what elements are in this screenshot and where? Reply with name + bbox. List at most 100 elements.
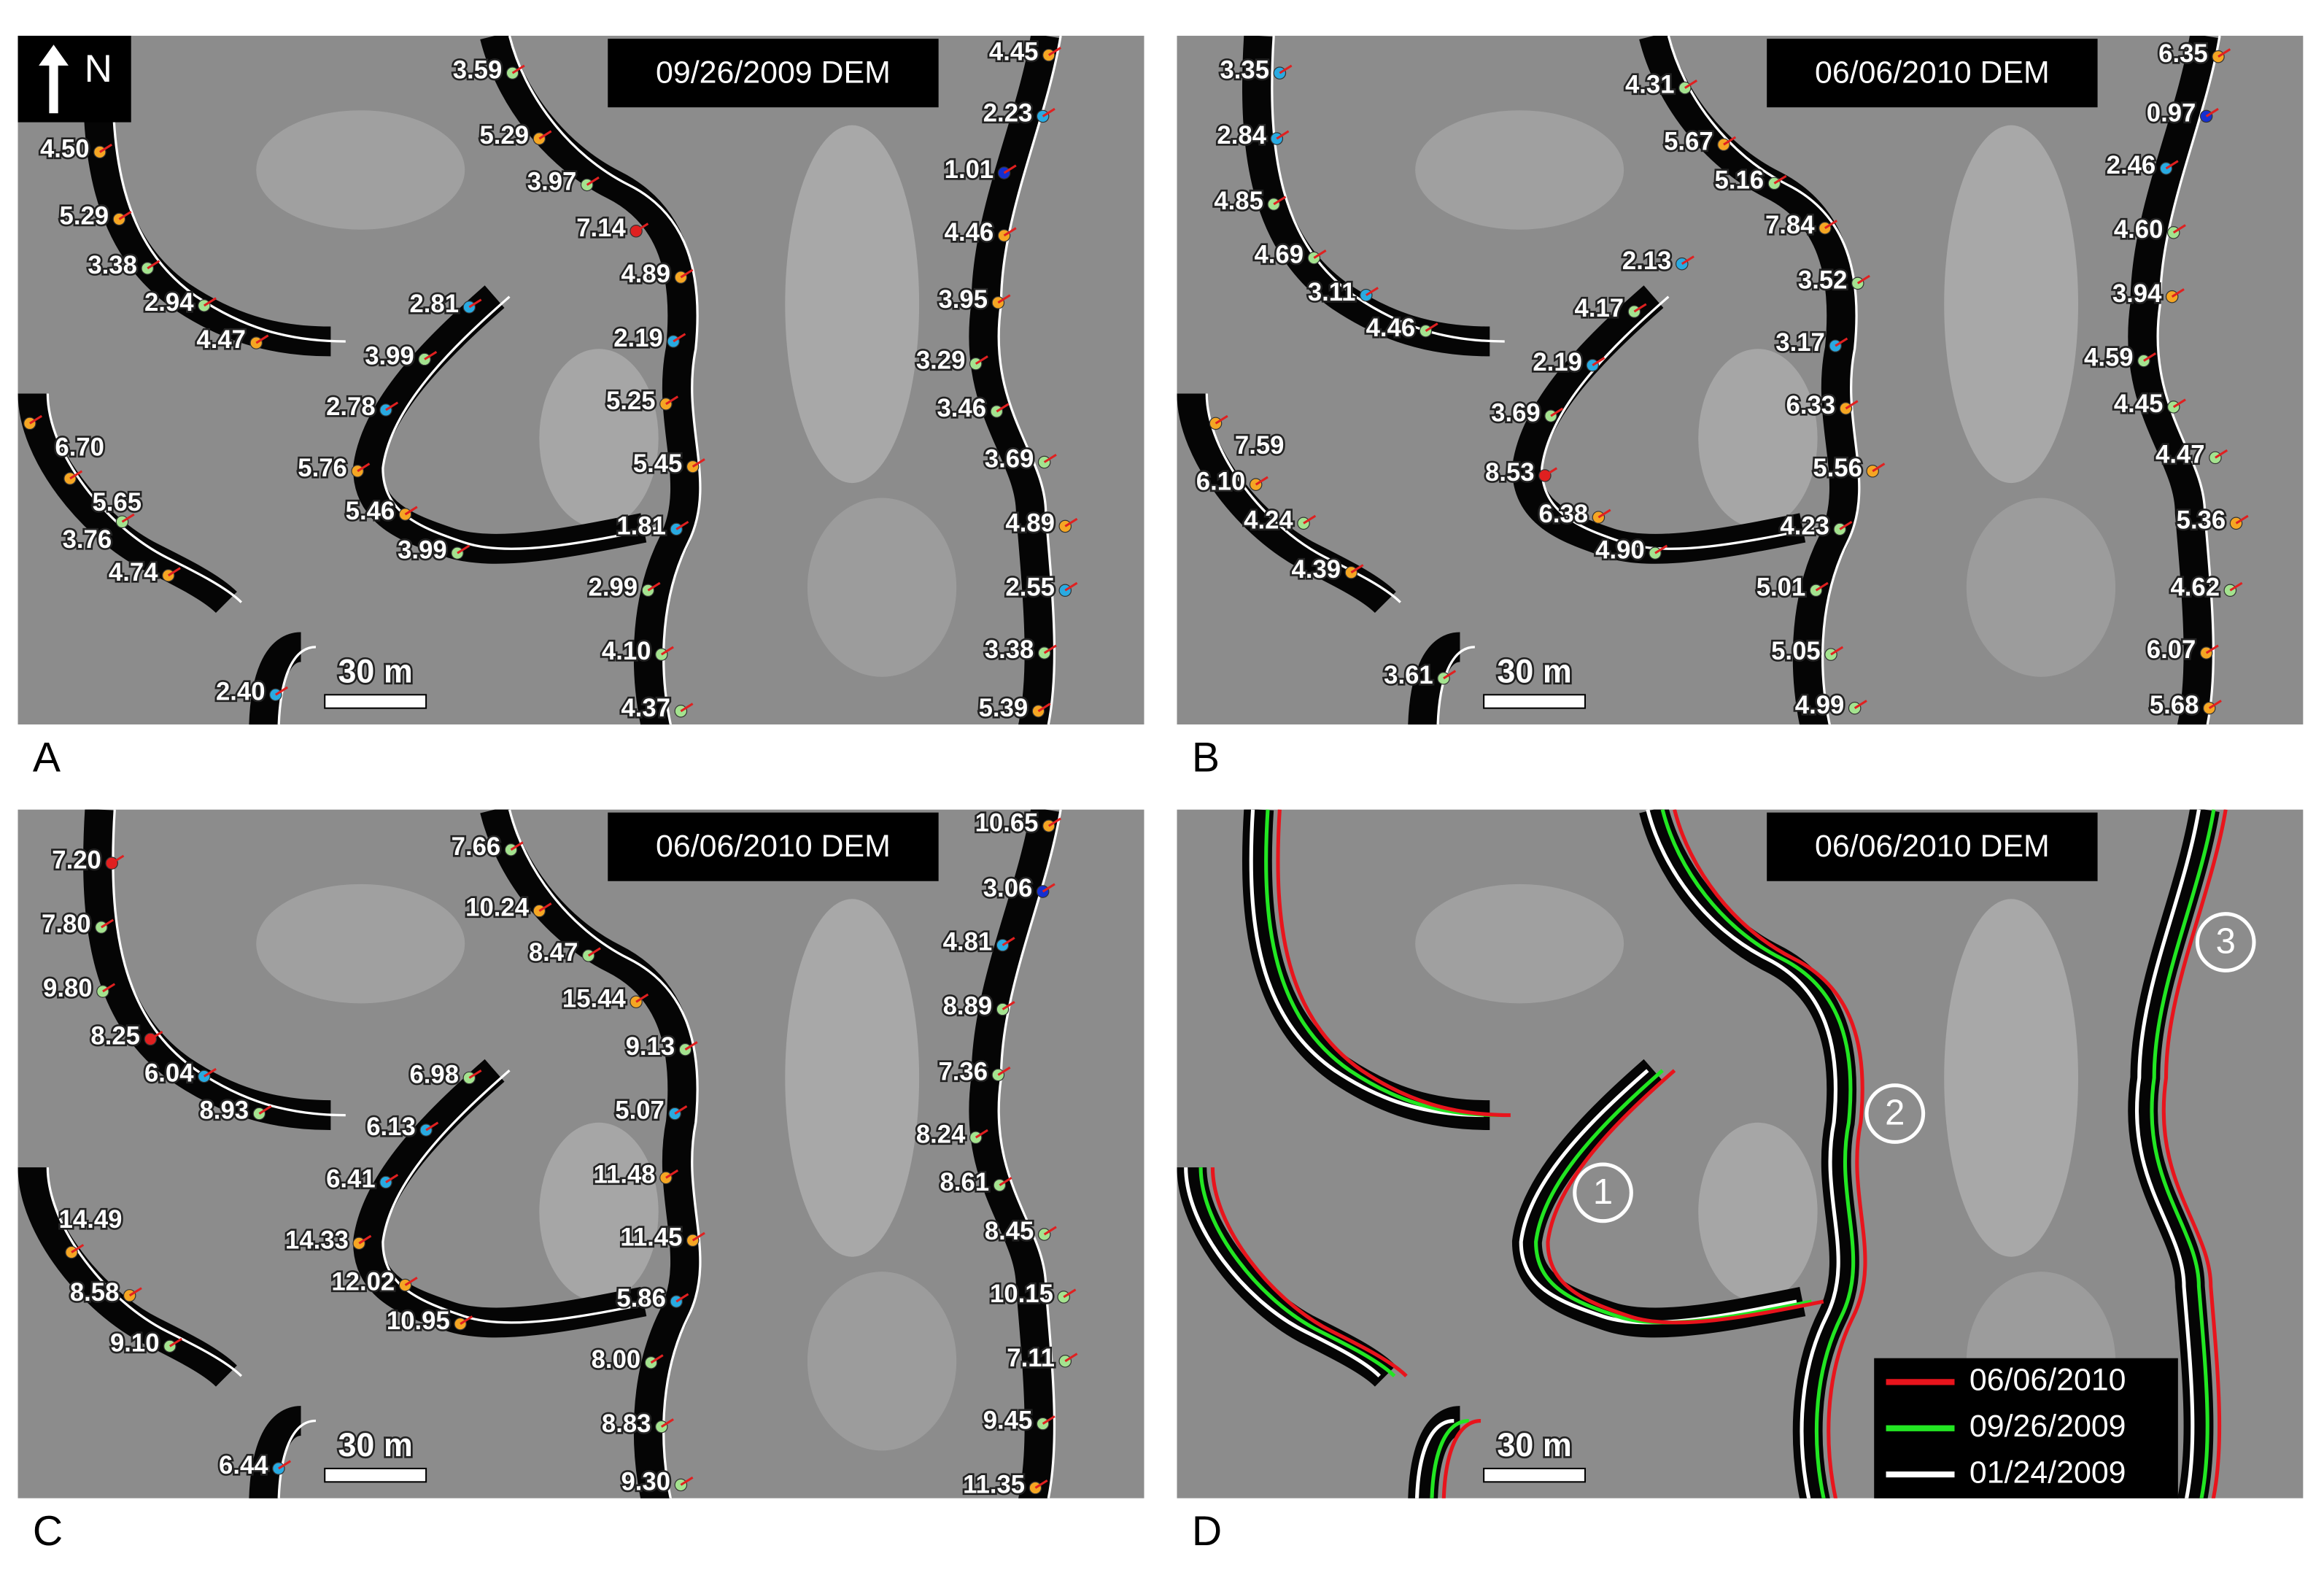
retreat-tick xyxy=(1047,47,1061,56)
retreat-tick xyxy=(1592,357,1606,366)
retreat-tick xyxy=(996,403,1010,413)
retreat-label: 6.10 xyxy=(1196,468,1246,495)
bank-line xyxy=(46,1167,243,1377)
retreat-label: 3.69 xyxy=(985,446,1034,473)
retreat-label: 2.94 xyxy=(144,289,194,317)
retreat-label: 4.47 xyxy=(2155,441,2205,468)
retreat-tick xyxy=(1845,400,1859,410)
retreat-tick xyxy=(468,1069,482,1079)
retreat-tick xyxy=(975,1129,988,1139)
retreat-tick xyxy=(147,260,160,270)
sample-dot xyxy=(1273,66,1287,80)
retreat-label: 6.33 xyxy=(1786,392,1836,419)
bank-line xyxy=(997,36,1062,725)
retreat-label: 9.10 xyxy=(110,1329,160,1357)
retreat-tick xyxy=(1255,476,1268,486)
retreat-tick xyxy=(457,544,470,554)
retreat-tick xyxy=(1063,1288,1077,1299)
bank-line xyxy=(277,1419,317,1498)
north-box xyxy=(18,36,131,123)
retreat-tick xyxy=(1815,581,1829,592)
retreat-tick xyxy=(121,513,135,523)
bank-line xyxy=(2150,809,2216,1498)
dem-panel: 06/06/2010 DEM 30 m xyxy=(18,809,1144,1498)
retreat-tick xyxy=(278,1460,292,1470)
retreat-tick xyxy=(1043,1226,1057,1236)
retreat-label: 3.17 xyxy=(1775,329,1825,357)
scale-bar xyxy=(1483,1467,1587,1483)
ridge xyxy=(1966,498,2116,677)
retreat-label: 11.35 xyxy=(963,1471,1025,1499)
retreat-label: 4.39 xyxy=(1292,556,1341,584)
retreat-tick xyxy=(1003,164,1017,174)
bank-line xyxy=(46,393,243,603)
retreat-tick xyxy=(650,1354,664,1364)
retreat-tick xyxy=(1037,703,1051,713)
ridge xyxy=(785,125,920,484)
bank-line xyxy=(2134,809,2201,1498)
retreat-tick xyxy=(674,1105,688,1115)
sample-dot xyxy=(506,66,519,80)
retreat-tick xyxy=(275,686,288,696)
ridge xyxy=(1944,899,2079,1257)
retreat-tick xyxy=(1043,453,1057,463)
channel xyxy=(2128,809,2220,1498)
retreat-tick xyxy=(1684,80,1698,89)
sample-dot xyxy=(96,985,109,998)
retreat-tick xyxy=(111,854,125,865)
panel-letter: C xyxy=(33,1508,63,1555)
retreat-tick xyxy=(692,1231,705,1242)
panel-letter: D xyxy=(1192,1508,1222,1555)
bank-line xyxy=(1667,36,1861,725)
scale-bar-label: 30 m xyxy=(1497,653,1571,690)
channel xyxy=(2128,36,2220,725)
retreat-label: 6.41 xyxy=(326,1166,376,1194)
sample-dot xyxy=(1818,221,1832,235)
ridge xyxy=(807,498,957,677)
retreat-label: 2.46 xyxy=(2107,152,2156,179)
retreat-tick xyxy=(1002,937,1015,946)
retreat-tick xyxy=(385,1174,399,1183)
legend-label: 01/24/2009 xyxy=(1969,1455,2126,1490)
retreat-label: 7.20 xyxy=(52,846,101,874)
retreat-tick xyxy=(150,1030,163,1040)
retreat-tick xyxy=(1681,255,1694,266)
bank-line xyxy=(508,809,702,1498)
dem-label: 09/26/2009 DEM xyxy=(656,55,891,90)
bank-line xyxy=(1276,809,1511,1118)
ridge xyxy=(807,1272,957,1451)
retreat-label: 3.35 xyxy=(1220,56,1269,84)
retreat-label: 11.45 xyxy=(620,1223,682,1251)
retreat-tick xyxy=(660,1418,674,1428)
sample-dot xyxy=(1249,478,1263,491)
retreat-tick xyxy=(1043,644,1057,654)
retreat-tick xyxy=(2215,449,2228,459)
retreat-tick xyxy=(1042,1415,1056,1425)
retreat-tick xyxy=(69,470,83,480)
retreat-tick xyxy=(1047,817,1061,827)
retreat-tick xyxy=(2143,352,2157,362)
retreat-label: 4.46 xyxy=(945,219,994,247)
ridge xyxy=(256,110,465,230)
retreat-tick xyxy=(1425,322,1438,332)
ridge xyxy=(1944,125,2079,484)
sample-dot xyxy=(1678,81,1692,95)
sample-dot xyxy=(2137,354,2150,368)
bank-line xyxy=(1430,1418,1469,1498)
marker-circle xyxy=(2195,912,2256,972)
bank-line xyxy=(1249,809,1484,1118)
channel xyxy=(480,809,700,1498)
retreat-label: 7.80 xyxy=(42,910,91,938)
ridge xyxy=(539,349,659,528)
bank-line xyxy=(1184,1167,1381,1378)
retreat-label: 3.99 xyxy=(365,343,414,371)
bank-line xyxy=(1271,36,1505,343)
retreat-label: 5.68 xyxy=(2150,692,2199,719)
retreat-label: 5.39 xyxy=(979,695,1029,722)
retreat-label: 5.86 xyxy=(616,1285,666,1312)
sample-dot xyxy=(105,856,118,870)
retreat-label: 9.13 xyxy=(626,1033,675,1061)
sample-dot xyxy=(1829,339,1842,352)
sample-dot xyxy=(678,1043,692,1056)
retreat-label: 7.11 xyxy=(1007,1345,1055,1372)
